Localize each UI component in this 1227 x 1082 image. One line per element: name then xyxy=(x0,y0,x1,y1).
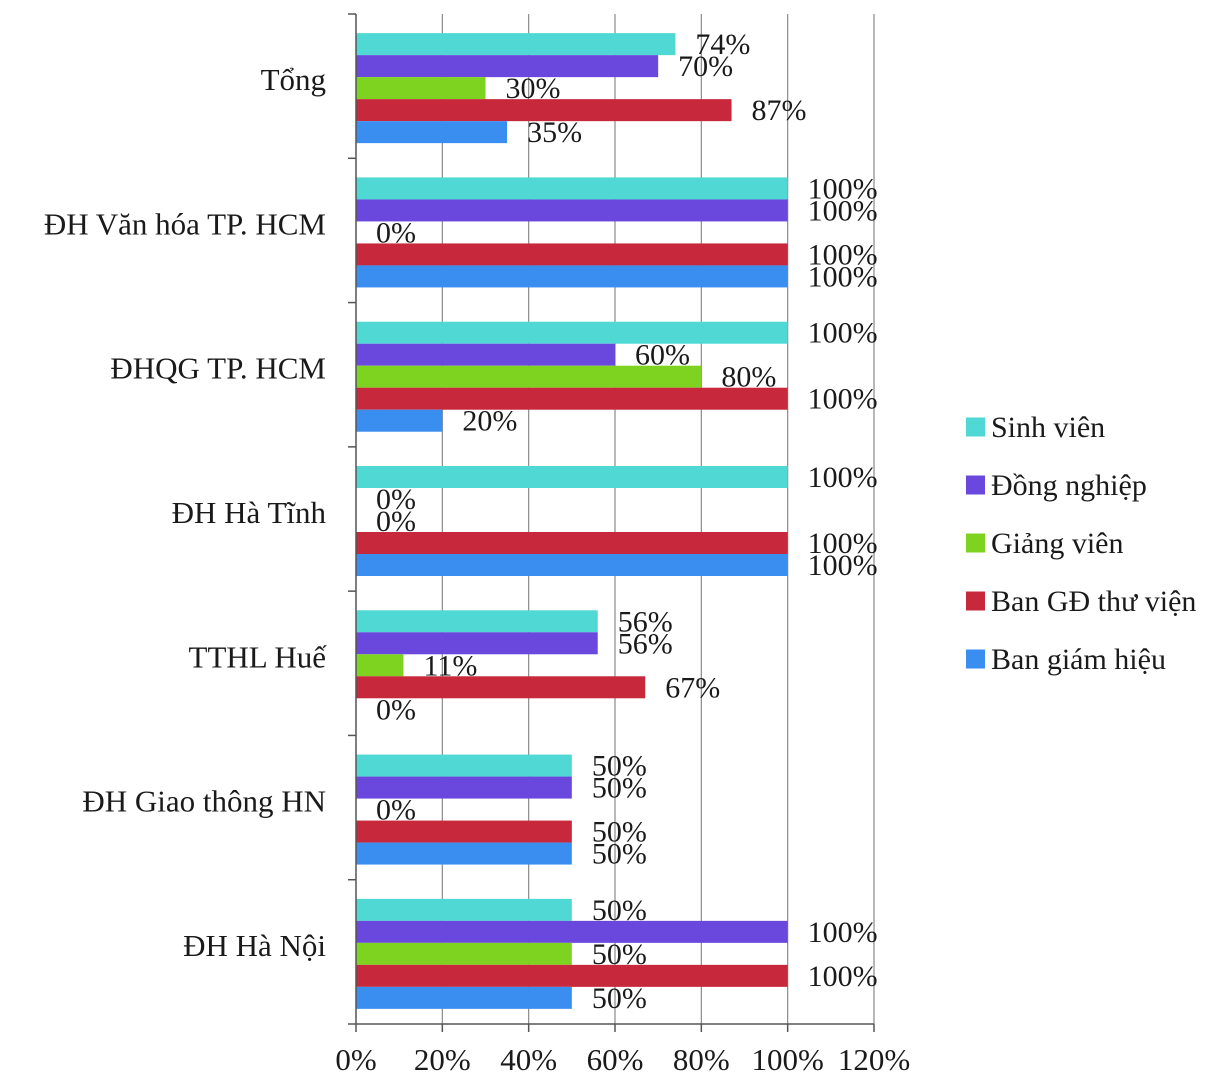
value-label-sinh-vien-dh-ha-noi: 50% xyxy=(592,894,647,927)
value-label-ban-giam-hieu-dh-van-hoa-tp-hcm: 100% xyxy=(808,260,878,293)
value-label-ban-gd-thu-vien-tong: 87% xyxy=(752,94,807,127)
value-label-ban-giam-hieu-tong: 35% xyxy=(527,116,582,149)
bars xyxy=(356,33,788,1009)
legend-label-sinh-vien: Sinh viên xyxy=(991,411,1105,444)
category-label-dh-ha-tinh: ĐH Hà Tĩnh xyxy=(172,495,327,530)
legend-label-ban-giam-hieu: Ban giám hiệu xyxy=(991,643,1166,676)
value-label-ban-giam-hieu-dh-ha-tinh: 100% xyxy=(808,549,878,582)
value-label-giang-vien-tong: 30% xyxy=(506,72,561,105)
bar-dong-nghiep-dh-van-hoa-tp-hcm xyxy=(356,199,788,221)
bar-giang-vien-dh-ha-noi xyxy=(356,943,572,965)
value-label-ban-gd-thu-vien-dhqg-tp-hcm: 100% xyxy=(808,383,878,416)
bar-ban-giam-hieu-dhqg-tp-hcm xyxy=(356,410,442,432)
bar-sinh-vien-dhqg-tp-hcm xyxy=(356,322,788,344)
legend-swatch-dong-nghiep xyxy=(966,476,985,495)
legend-swatch-ban-gd-thu-vien xyxy=(966,592,985,611)
gridlines xyxy=(442,14,874,1024)
bar-giang-vien-tong xyxy=(356,77,486,99)
bar-ban-gd-thu-vien-dh-ha-noi xyxy=(356,965,788,987)
value-label-giang-vien-dh-van-hoa-tp-hcm: 0% xyxy=(376,216,416,249)
category-label-tong: Tổng xyxy=(261,62,326,97)
value-label-ban-giam-hieu-dh-giao-thong-hn: 50% xyxy=(592,838,647,871)
value-label-dong-nghiep-dh-giao-thong-hn: 50% xyxy=(592,772,647,805)
category-label-tthl-hue: TTHL Huế xyxy=(189,639,328,674)
value-label-dong-nghiep-dh-ha-noi: 100% xyxy=(808,916,878,949)
value-label-dong-nghiep-tthl-hue: 56% xyxy=(618,627,673,660)
value-label-ban-gd-thu-vien-tthl-hue: 67% xyxy=(665,671,720,704)
bar-ban-giam-hieu-tong xyxy=(356,121,507,143)
bar-dong-nghiep-dh-ha-noi xyxy=(356,921,788,943)
value-label-ban-giam-hieu-tthl-hue: 0% xyxy=(376,693,416,726)
legend-label-dong-nghiep: Đồng nghiệp xyxy=(991,469,1147,502)
axes xyxy=(348,14,874,1032)
category-labels: Tổng ĐH Văn hóa TP. HCM ĐHQG TP. HCM ĐH Hà … xyxy=(44,62,327,963)
bar-sinh-vien-dh-ha-tinh xyxy=(356,466,788,488)
value-label-ban-giam-hieu-dh-ha-noi: 50% xyxy=(592,982,647,1015)
bar-ban-giam-hieu-dh-ha-noi xyxy=(356,987,572,1009)
bar-sinh-vien-dh-ha-noi xyxy=(356,899,572,921)
value-label-giang-vien-dh-giao-thong-hn: 0% xyxy=(376,794,416,827)
bar-sinh-vien-tthl-hue xyxy=(356,610,598,632)
value-label-ban-gd-thu-vien-dh-ha-noi: 100% xyxy=(808,960,878,993)
bar-ban-giam-hieu-dh-giao-thong-hn xyxy=(356,843,572,865)
legend-swatch-giang-vien xyxy=(966,534,985,553)
value-label-sinh-vien-dhqg-tp-hcm: 100% xyxy=(808,317,878,350)
bar-ban-giam-hieu-dh-ha-tinh xyxy=(356,554,788,576)
bar-giang-vien-tthl-hue xyxy=(356,654,403,676)
legend-swatch-ban-giam-hieu xyxy=(966,650,985,669)
legend-label-giang-vien: Giảng viên xyxy=(991,527,1123,560)
x-tick-label: 80% xyxy=(673,1042,730,1077)
x-tick-label: 120% xyxy=(838,1042,910,1077)
bar-ban-giam-hieu-dh-van-hoa-tp-hcm xyxy=(356,265,788,287)
bar-sinh-vien-tong xyxy=(356,33,675,55)
x-tick-label: 100% xyxy=(752,1042,824,1077)
x-tick-label: 20% xyxy=(414,1042,471,1077)
value-label-giang-vien-dhqg-tp-hcm: 80% xyxy=(721,361,776,394)
value-label-dong-nghiep-dhqg-tp-hcm: 60% xyxy=(635,339,690,372)
category-label-dh-van-hoa-tp-hcm: ĐH Văn hóa TP. HCM xyxy=(44,206,326,241)
legend: Sinh viên Đồng nghiệp Giảng viên Ban GĐ thư… xyxy=(966,411,1196,676)
value-label-dong-nghiep-dh-van-hoa-tp-hcm: 100% xyxy=(808,194,878,227)
x-tick-label: 40% xyxy=(500,1042,557,1077)
value-label-giang-vien-dh-ha-tinh: 0% xyxy=(376,505,416,538)
value-labels: 74%70%30%87%35%100%100%0%100%100%100%60%… xyxy=(376,28,878,1015)
value-label-dong-nghiep-tong: 70% xyxy=(678,50,733,83)
x-tick-label: 60% xyxy=(587,1042,644,1077)
legend-label-ban-gd-thu-vien: Ban GĐ thư viện xyxy=(991,585,1196,618)
x-tick-label: 0% xyxy=(335,1042,376,1077)
x-tick-labels: 0% 20% 40% 60% 80% 100% 120% xyxy=(335,1042,910,1077)
bar-sinh-vien-dh-van-hoa-tp-hcm xyxy=(356,177,788,199)
bar-ban-gd-thu-vien-dh-ha-tinh xyxy=(356,532,788,554)
value-label-giang-vien-tthl-hue: 11% xyxy=(423,649,477,682)
bar-ban-gd-thu-vien-dh-van-hoa-tp-hcm xyxy=(356,243,788,265)
category-label-dh-ha-noi: ĐH Hà Nội xyxy=(183,928,326,963)
value-label-giang-vien-dh-ha-noi: 50% xyxy=(592,938,647,971)
category-label-dh-giao-thong-hn: ĐH Giao thông HN xyxy=(82,784,326,819)
bar-dong-nghiep-dhqg-tp-hcm xyxy=(356,344,615,366)
category-label-dhqg-tp-hcm: ĐHQG TP. HCM xyxy=(110,351,326,386)
value-label-ban-giam-hieu-dhqg-tp-hcm: 20% xyxy=(462,405,517,438)
value-label-sinh-vien-dh-ha-tinh: 100% xyxy=(808,461,878,494)
bar-sinh-vien-dh-giao-thong-hn xyxy=(356,755,572,777)
legend-swatch-sinh-vien xyxy=(966,418,985,437)
